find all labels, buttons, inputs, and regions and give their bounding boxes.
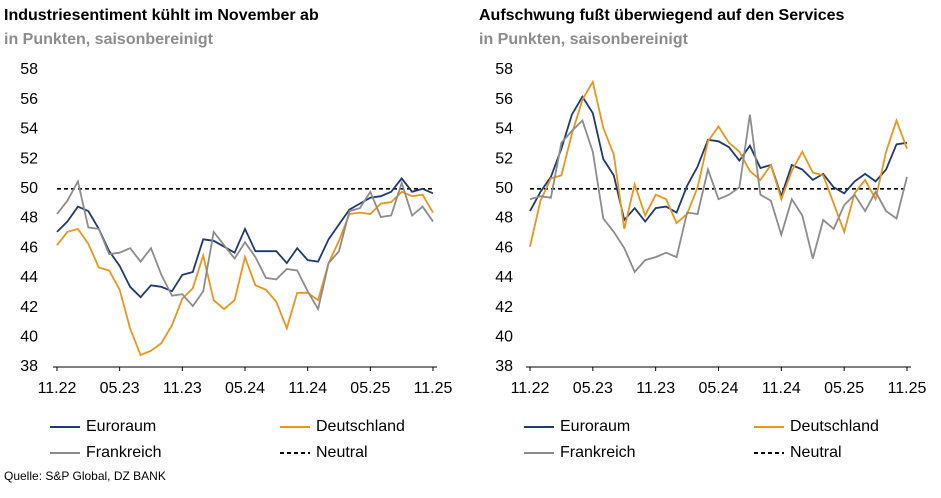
x-tick-label: 11.25 xyxy=(414,380,453,397)
y-tick-label: 50 xyxy=(20,180,38,197)
source-note: Quelle: S&P Global, DZ BANK xyxy=(4,469,166,483)
y-tick-label: 54 xyxy=(495,121,513,138)
x-tick-label: 11.22 xyxy=(38,380,77,397)
y-tick-label: 38 xyxy=(495,358,513,375)
x-tick-label: 11.22 xyxy=(511,380,550,397)
series-line xyxy=(56,178,434,312)
legend-label: Euroraum xyxy=(86,418,156,435)
y-tick-label: 46 xyxy=(20,239,38,256)
x-tick-label: 11.25 xyxy=(888,380,927,397)
y-tick-label: 40 xyxy=(20,329,38,346)
y-tick-label: 50 xyxy=(495,180,513,197)
legend-label: Neutral xyxy=(790,444,842,461)
series-line xyxy=(529,114,908,274)
y-tick-label: 38 xyxy=(20,358,38,375)
legend-label: Deutschland xyxy=(316,418,405,435)
y-tick-label: 48 xyxy=(20,210,38,227)
y-tick-label: 44 xyxy=(20,269,38,286)
series-line xyxy=(56,176,434,299)
legend-label: Neutral xyxy=(316,444,368,461)
x-tick-label: 05.23 xyxy=(100,380,140,397)
y-tick-label: 56 xyxy=(495,91,513,108)
x-tick-label: 11.23 xyxy=(636,380,675,397)
series-line xyxy=(529,79,908,247)
series-line xyxy=(56,190,434,357)
y-tick-label: 42 xyxy=(20,299,38,316)
y-tick-label: 44 xyxy=(495,269,513,286)
y-tick-label: 52 xyxy=(495,150,513,167)
y-tick-label: 46 xyxy=(495,239,513,256)
legend-label: Frankreich xyxy=(86,444,162,461)
y-tick-label: 58 xyxy=(495,61,513,78)
y-tick-label: 42 xyxy=(495,299,513,316)
y-tick-label: 52 xyxy=(20,150,38,167)
y-tick-label: 56 xyxy=(20,91,38,108)
x-tick-label: 05.23 xyxy=(573,380,613,397)
chart-subtitle: in Punkten, saisonbereinigt xyxy=(479,31,689,48)
x-tick-label: 05.24 xyxy=(698,380,738,397)
series-line xyxy=(529,94,908,223)
chart-subtitle: in Punkten, saisonbereinigt xyxy=(4,31,214,48)
legend-label: Frankreich xyxy=(560,444,636,461)
y-tick-label: 54 xyxy=(20,121,38,138)
x-tick-label: 11.23 xyxy=(163,380,202,397)
chart-title: Industriesentiment kühlt im November ab xyxy=(4,7,319,24)
y-tick-label: 40 xyxy=(495,329,513,346)
legend-label: Euroraum xyxy=(560,418,630,435)
x-tick-label: 05.24 xyxy=(225,380,265,397)
y-tick-label: 58 xyxy=(20,61,38,78)
x-tick-label: 11.24 xyxy=(762,380,801,397)
legend-label: Deutschland xyxy=(790,418,879,435)
y-tick-label: 48 xyxy=(495,210,513,227)
chart-title: Aufschwung fußt überwiegend auf den Serv… xyxy=(479,7,844,24)
x-tick-label: 05.25 xyxy=(824,380,864,397)
x-tick-label: 05.25 xyxy=(350,380,390,397)
x-tick-label: 11.24 xyxy=(288,380,327,397)
